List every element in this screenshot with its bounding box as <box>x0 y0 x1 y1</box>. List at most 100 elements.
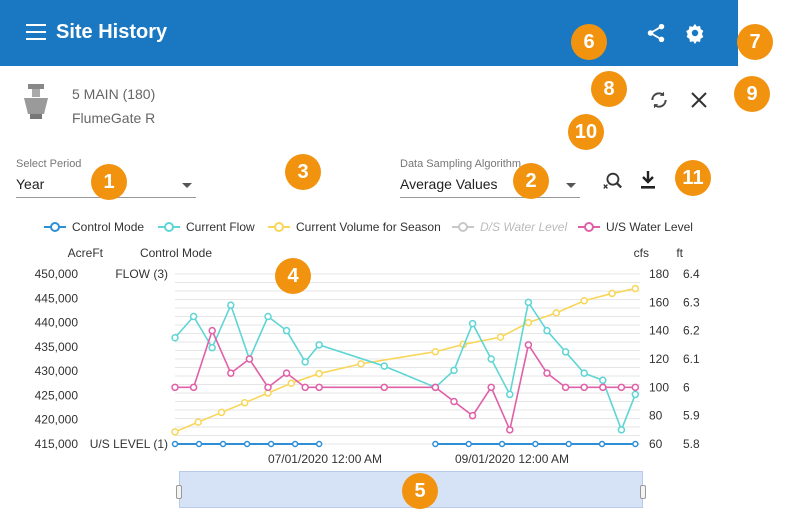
refresh-icon[interactable] <box>649 90 669 110</box>
data-point-control-mode <box>465 440 472 448</box>
data-point-current-flow <box>450 366 458 375</box>
data-point-current-flow <box>301 358 309 366</box>
series-line-current-volume <box>174 287 636 433</box>
asset-type: FlumeGate R <box>72 110 156 126</box>
data-point-current-flow <box>524 298 533 307</box>
ft-tick-label: 5.9 <box>683 409 700 423</box>
data-point-us-water-level <box>599 383 607 392</box>
acreft-tick-label: 445,000 <box>35 291 79 305</box>
data-point-control-mode <box>565 440 572 448</box>
legend-label: U/S Water Level <box>606 220 693 234</box>
data-point-current-volume <box>171 428 179 436</box>
callout-7: 7 <box>737 24 773 60</box>
data-point-us-water-level <box>524 341 533 349</box>
data-point-us-water-level <box>264 383 272 392</box>
callout-10: 10 <box>568 114 604 150</box>
data-point-current-volume <box>241 398 249 407</box>
legend-label: Current Flow <box>186 220 255 234</box>
site-history-chart[interactable]: AcreFt Control Mode cfs ft 450,000 445,000 440… <box>0 244 800 466</box>
cfs-tick-label: 60 <box>649 437 663 451</box>
data-point-us-water-level <box>617 383 626 392</box>
control-mode-axis-title: Control Mode <box>140 246 212 260</box>
data-point-current-flow <box>227 301 235 309</box>
data-point-current-flow <box>380 362 388 370</box>
callout-1: 1 <box>91 164 127 200</box>
data-point-current-volume <box>524 318 533 327</box>
data-point-control-mode <box>267 440 275 448</box>
callout-9: 9 <box>734 76 770 112</box>
download-icon[interactable] <box>639 170 657 190</box>
zoom-reset-icon[interactable] <box>601 170 623 192</box>
data-point-current-flow <box>617 426 626 434</box>
acreft-tick-label: 430,000 <box>35 364 79 378</box>
settings-icon[interactable] <box>684 22 706 44</box>
data-point-us-water-level <box>487 383 495 392</box>
ft-tick-label: 6.4 <box>683 267 700 281</box>
close-icon[interactable] <box>690 91 708 109</box>
data-point-control-mode <box>195 440 203 448</box>
navigator-right-handle[interactable] <box>640 485 646 499</box>
x-tick-label: 07/01/2020 12:00 AM <box>268 452 382 466</box>
data-point-current-volume <box>431 347 440 356</box>
data-point-us-water-level <box>631 383 640 392</box>
ft-tick-label: 5.8 <box>683 437 700 451</box>
page-title: Site History <box>56 21 168 43</box>
data-point-current-flow <box>264 312 272 321</box>
acreft-tick-label: 440,000 <box>35 316 79 330</box>
legend-control-mode[interactable]: Control Mode <box>44 220 144 234</box>
control-mode-tick-label: U/S LEVEL (1) <box>90 437 168 451</box>
data-point-us-water-level <box>431 383 440 392</box>
data-point-us-water-level <box>380 383 388 392</box>
ft-tick-label: 6.2 <box>683 324 700 338</box>
legend-label: Control Mode <box>72 220 145 234</box>
ft-tick-label: 6.1 <box>683 352 700 366</box>
data-point-control-mode <box>532 440 539 448</box>
acreft-tick-label: 435,000 <box>35 340 79 354</box>
period-label: Select Period <box>16 158 82 170</box>
series-line-current-flow <box>174 300 637 433</box>
data-point-current-volume <box>217 408 226 417</box>
cfs-tick-label: 100 <box>649 380 669 394</box>
data-point-current-flow <box>487 355 495 363</box>
cfs-tick-label: 120 <box>649 352 669 366</box>
share-icon[interactable] <box>645 22 667 44</box>
legend-ds-water-level[interactable]: D/S Water Level <box>452 220 567 234</box>
data-point-current-flow <box>543 326 551 335</box>
acreft-tick-label: 425,000 <box>35 388 79 402</box>
data-point-us-water-level <box>171 383 179 392</box>
data-point-control-mode <box>598 440 606 448</box>
data-point-current-volume <box>357 360 365 368</box>
callout-8: 8 <box>591 71 627 107</box>
acreft-tick-label: 450,000 <box>35 267 79 281</box>
data-point-us-water-level <box>561 383 570 392</box>
data-point-current-flow <box>315 341 323 349</box>
cfs-tick-label: 160 <box>649 295 669 309</box>
control-mode-tick-label: FLOW (3) <box>115 267 168 281</box>
period-value: Year <box>16 176 45 192</box>
sampling-select[interactable]: Average Values <box>400 176 580 198</box>
callout-5: 5 <box>402 473 438 509</box>
legend-us-water-level[interactable]: U/S Water Level <box>578 220 693 234</box>
data-point-current-volume <box>496 333 505 341</box>
data-point-current-flow <box>561 348 570 356</box>
data-point-current-volume <box>608 289 616 298</box>
cfs-tick-label: 140 <box>649 324 669 338</box>
data-point-control-mode <box>315 440 323 448</box>
legend-current-volume[interactable]: Current Volume for Season <box>268 220 441 234</box>
navigator-left-handle[interactable] <box>176 485 182 499</box>
legend-current-flow[interactable]: Current Flow <box>158 220 255 234</box>
data-point-current-flow <box>599 376 607 384</box>
sampling-label: Data Sampling Algorithm <box>400 158 522 170</box>
cfs-tick-label: 180 <box>649 267 669 281</box>
acreft-axis-title: AcreFt <box>68 246 104 260</box>
data-point-current-flow <box>506 390 514 399</box>
data-point-current-flow <box>580 369 588 377</box>
x-tick-label: 09/01/2020 12:00 AM <box>455 452 569 466</box>
callout-11: 11 <box>675 160 711 196</box>
data-point-us-water-level <box>580 383 588 392</box>
data-point-current-volume <box>315 369 323 378</box>
data-point-current-volume <box>287 379 295 388</box>
menu-icon[interactable] <box>26 24 46 40</box>
app-header: Site History <box>0 0 738 66</box>
data-point-control-mode <box>171 440 179 448</box>
